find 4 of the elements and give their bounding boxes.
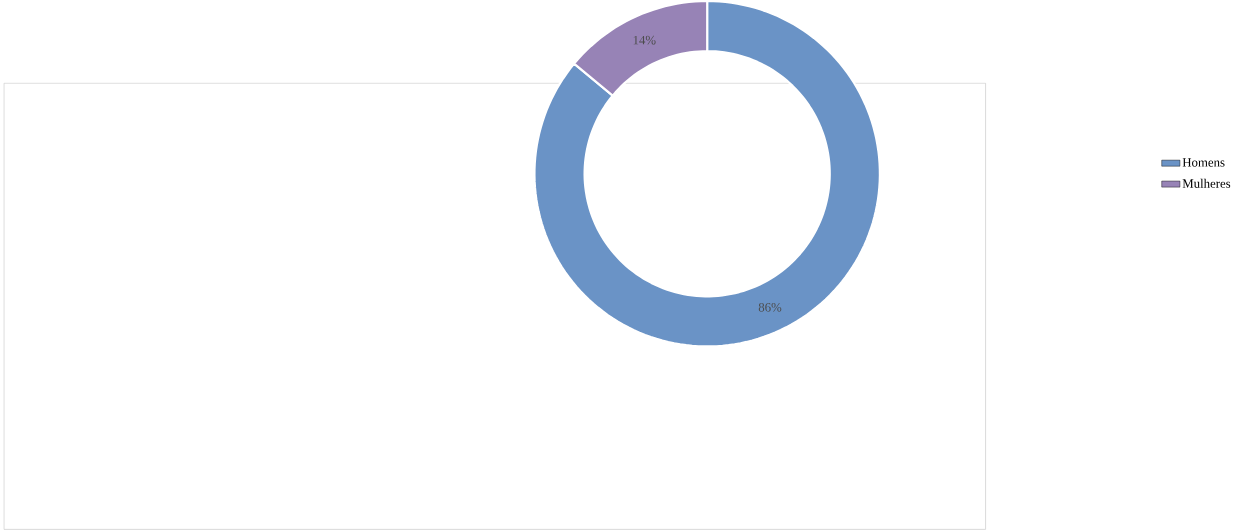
legend-label: Mulheres [1182, 178, 1231, 188]
data-label: 14% [633, 35, 656, 45]
legend-label: Homens [1182, 158, 1225, 167]
data-label: 86% [758, 303, 782, 312]
